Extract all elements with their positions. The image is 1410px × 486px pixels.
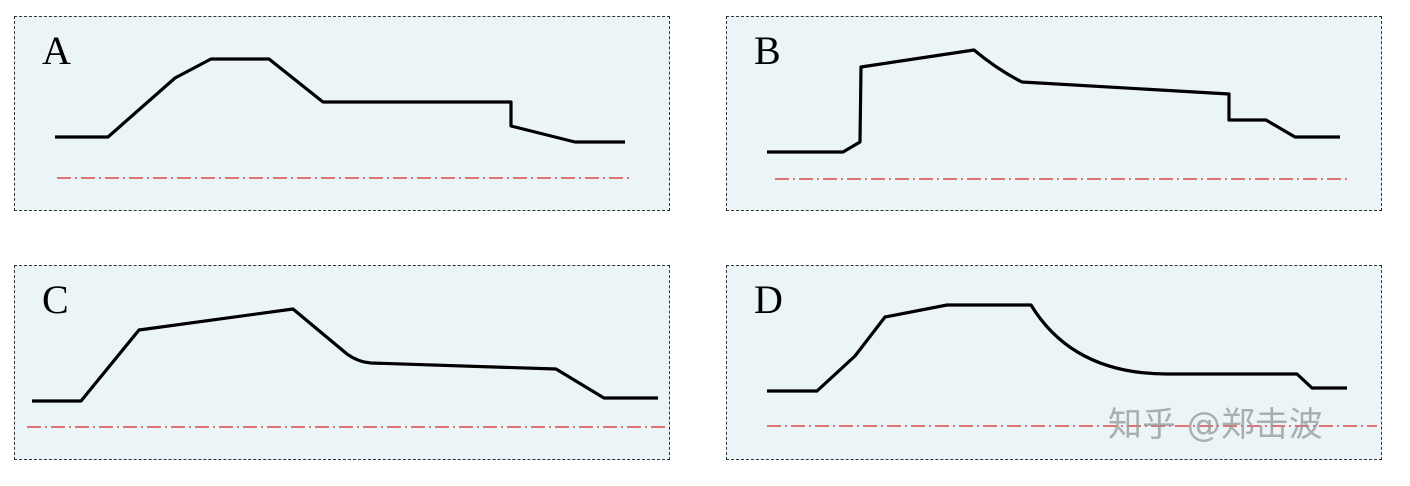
panel-a-diagram: [55, 57, 631, 179]
panel-label-c: C: [42, 277, 69, 322]
panel-c: C: [14, 265, 670, 460]
panel-label-a: A: [42, 28, 71, 73]
panel-d: D: [726, 265, 1382, 460]
panel-b-diagram: [767, 48, 1347, 180]
profile-d: [767, 303, 1347, 393]
panel-a: A: [14, 16, 670, 211]
panel-d-diagram: [767, 303, 1377, 427]
profile-c: [32, 307, 658, 403]
panel-label-b: B: [754, 28, 781, 73]
panel-b: B: [726, 16, 1382, 211]
panel-c-diagram: [27, 307, 665, 428]
panel-label-d: D: [754, 277, 783, 322]
profile-a: [55, 57, 625, 144]
profile-b: [767, 48, 1340, 154]
